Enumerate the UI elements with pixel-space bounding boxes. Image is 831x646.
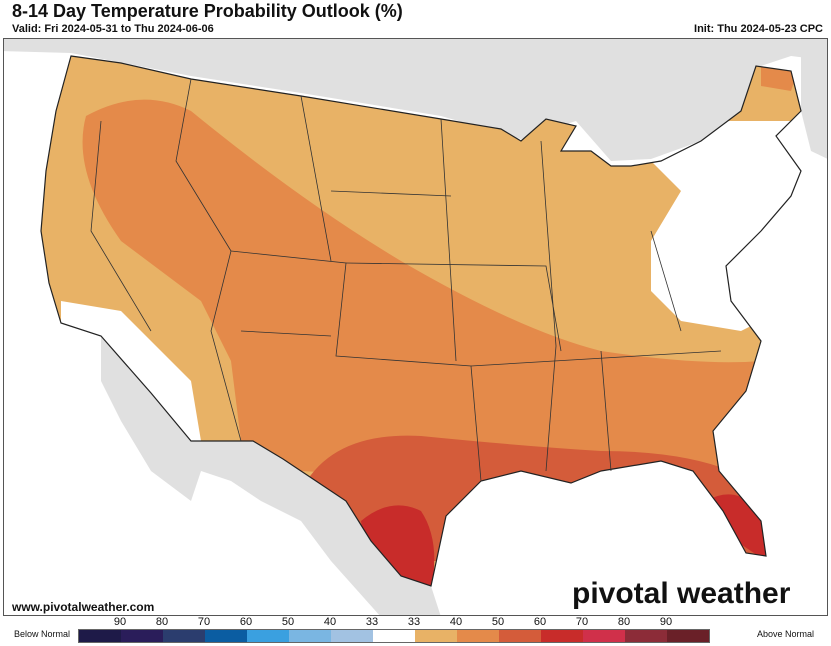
foreign-land: [4, 39, 827, 615]
legend-cell: [499, 630, 541, 642]
legend-cell: [667, 630, 709, 642]
legend-cell: [415, 630, 457, 642]
legend-cell: [289, 630, 331, 642]
state-borders: [90, 78, 722, 482]
valid-period: Valid: Fri 2024-05-31 to Thu 2024-06-06: [12, 23, 214, 35]
legend-cell: [247, 630, 289, 642]
legend-tick-label: 50: [281, 616, 295, 628]
legend-tick-label: 80: [155, 616, 169, 628]
legend-cell: [373, 630, 415, 642]
region-above-40-50: [82, 99, 762, 482]
page-title: 8-14 Day Temperature Probability Outlook…: [12, 1, 403, 21]
legend-tick-label: 60: [533, 616, 547, 628]
legend-tick-label: 40: [323, 616, 337, 628]
legend-tick-label: 33: [365, 616, 379, 628]
website-link[interactable]: www.pivotalweather.com: [12, 600, 155, 614]
legend-cell: [79, 630, 121, 642]
legend-tick-label: 40: [449, 616, 463, 628]
outlook-map: [3, 38, 828, 616]
legend-cell: [541, 630, 583, 642]
legend-tick-label: 33: [407, 616, 421, 628]
legend-cell: [163, 630, 205, 642]
legend-above-normal-label: Above Normal: [757, 629, 815, 639]
legend-tick-label: 90: [113, 616, 127, 628]
legend-cell: [331, 630, 373, 642]
color-legend: Below Normal 90 80 70 60 50 40 33 33 40 50 60 70 80 9…: [0, 616, 831, 646]
legend-tick-label: 80: [617, 616, 631, 628]
init-time: Init: Thu 2024-05-23 CPC: [694, 23, 823, 35]
legend-cell: [121, 630, 163, 642]
legend-cell: [457, 630, 499, 642]
legend-cell: [625, 630, 667, 642]
legend-below-normal-label: Below Normal: [14, 629, 71, 639]
legend-cell: [583, 630, 625, 642]
legend-cell: [205, 630, 247, 642]
legend-tick-label: 90: [659, 616, 673, 628]
legend-tick-label: 50: [491, 616, 505, 628]
legend-tick-label: 60: [239, 616, 253, 628]
legend-colorbar: [78, 629, 710, 643]
map-svg: [4, 39, 827, 615]
region-above-60-70-florida: [706, 494, 766, 561]
brand-logo: pivotal weather: [572, 577, 791, 610]
legend-tick-label: 70: [197, 616, 211, 628]
legend-tick-label: 70: [575, 616, 589, 628]
